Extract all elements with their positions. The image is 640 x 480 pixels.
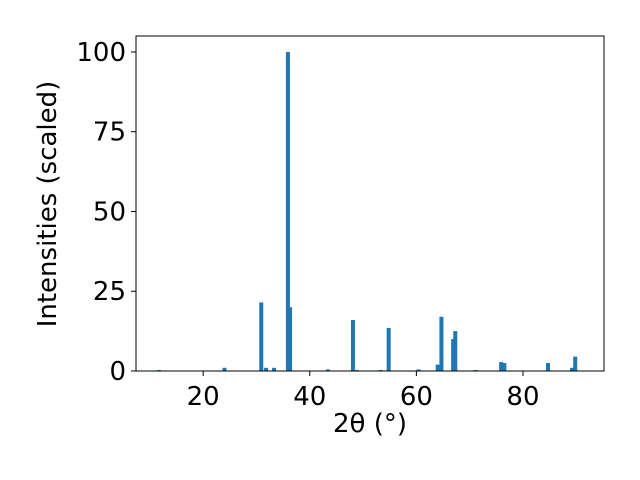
bar [264,367,269,371]
y-axis-label: Intensities (scaled) [33,81,63,328]
x-tick-label: 80 [506,382,539,412]
x-axis-label: 2θ (°) [333,409,407,439]
bar [272,367,277,371]
x-tick-label: 20 [187,382,220,412]
bar [570,367,575,371]
plot-frame [135,35,605,372]
bar [222,367,227,371]
bar [350,319,355,371]
bar [416,369,421,371]
y-tick-label: 0 [109,357,126,387]
bar [386,327,391,371]
bar [499,362,504,371]
bar [439,316,444,371]
bar [325,369,330,371]
bar [546,363,551,371]
y-tick-label: 100 [76,38,126,68]
y-tick-label: 75 [93,118,126,148]
bar [453,331,458,371]
bar [573,356,578,371]
bar [451,339,456,371]
x-tick-label: 40 [293,382,326,412]
y-tick-label: 25 [93,277,126,307]
y-tick-label: 50 [93,197,126,227]
bar [259,302,264,371]
bar [435,364,440,371]
bar [502,363,507,371]
x-tick-label: 60 [400,382,433,412]
bar [285,51,290,371]
bar [288,307,293,371]
